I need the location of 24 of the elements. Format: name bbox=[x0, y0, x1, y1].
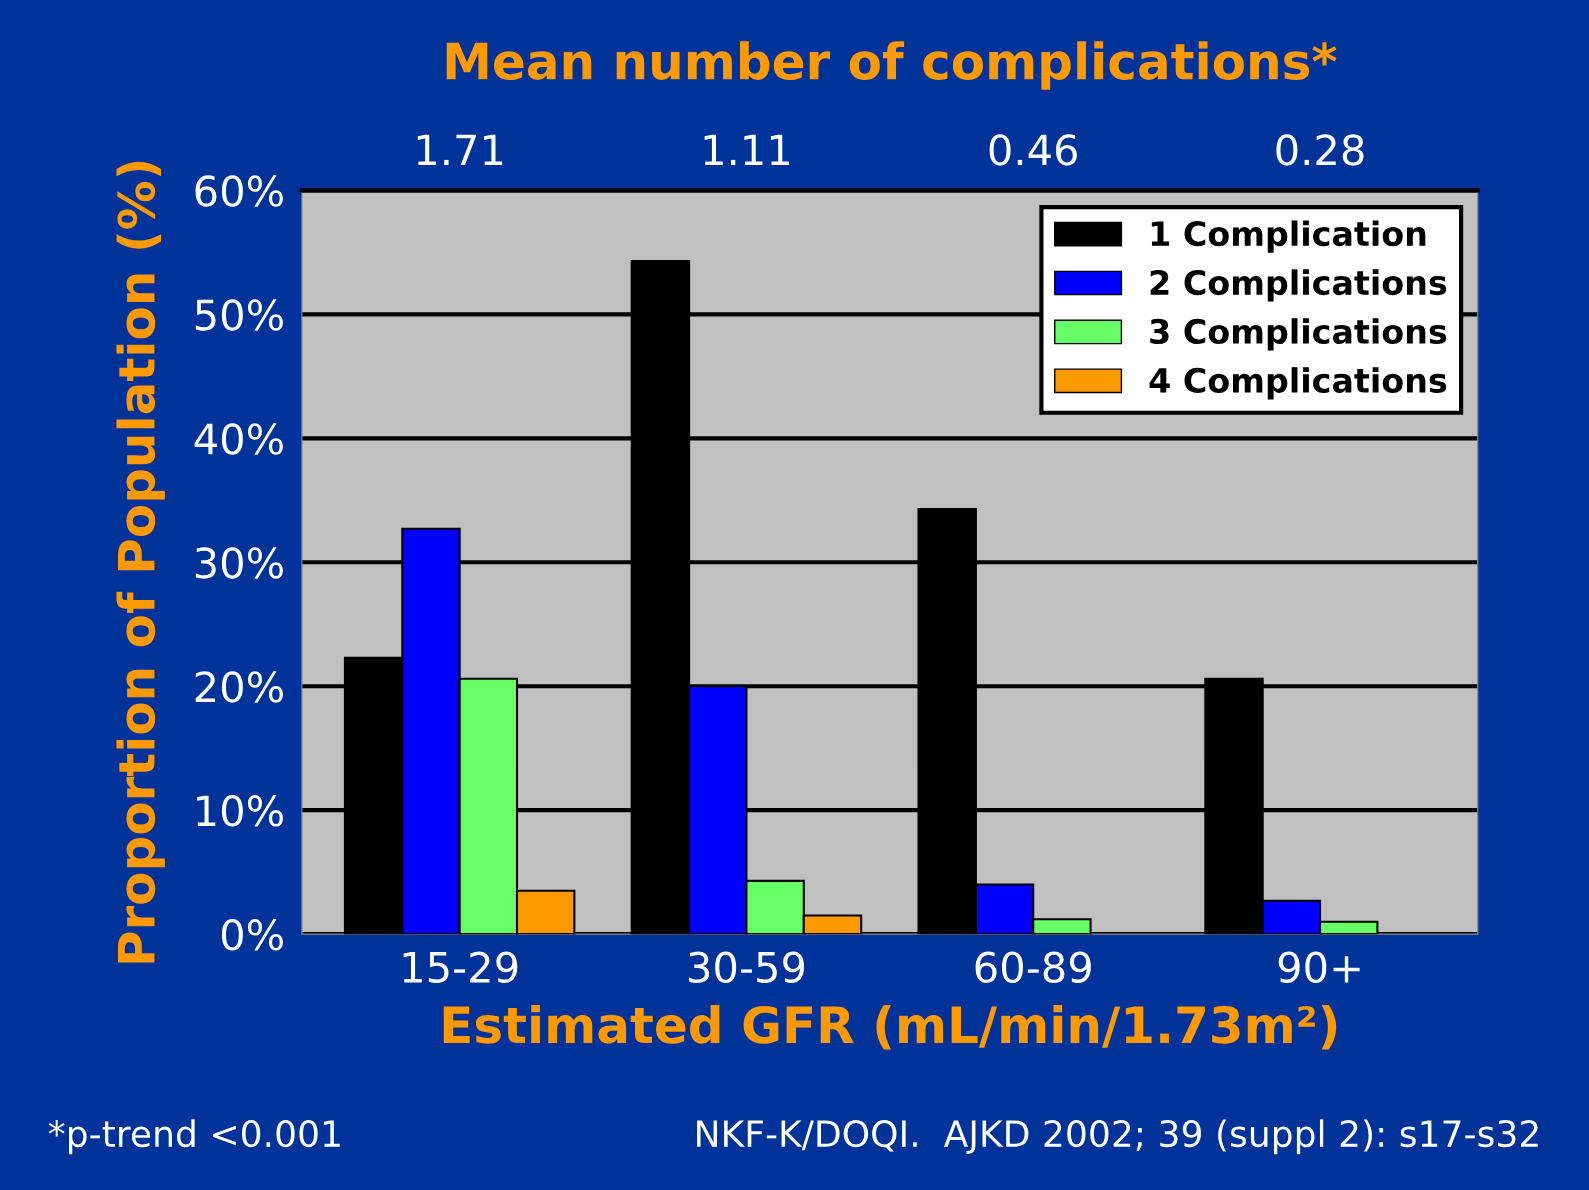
y-tick-label: 0% bbox=[221, 919, 283, 951]
text: *p-trend <0.001 bbox=[48, 1119, 340, 1155]
text: NKF-K/DOQI. AJKD 2002; 39 (suppl 2): s17-s32 bbox=[697, 1119, 1538, 1155]
x-tick-label: 15-29 bbox=[403, 951, 518, 984]
y-tick-label: 60% bbox=[195, 175, 283, 207]
text: 0.28 bbox=[1276, 134, 1364, 166]
y-tick-label: 20% bbox=[195, 671, 283, 703]
legend-label: 2 Complications bbox=[1150, 269, 1447, 302]
y-tick-label: 10% bbox=[197, 795, 283, 827]
y-tick-label: 30% bbox=[195, 547, 283, 579]
legend-label: 3 Complications bbox=[1150, 318, 1447, 351]
y-axis-title: Proportion of Population (%) bbox=[116, 161, 165, 963]
y-tick-label: 50% bbox=[195, 299, 283, 331]
legend-label: 1 Complication bbox=[1151, 220, 1426, 253]
x-axis-title: Estimated GFR (mL/min/1.73m²) bbox=[443, 1005, 1337, 1050]
chart-title: Mean number of complications* bbox=[446, 41, 1337, 90]
text: 1.71 bbox=[417, 134, 503, 166]
text: 1.11 bbox=[704, 134, 789, 166]
legend-label: 4 Complications bbox=[1149, 367, 1447, 400]
x-tick-label: 30-59 bbox=[689, 951, 805, 984]
x-tick-label: 90+ bbox=[1278, 951, 1360, 984]
x-tick-label: 60-89 bbox=[975, 951, 1091, 984]
text: 0.46 bbox=[989, 134, 1077, 166]
y-tick-label: 40% bbox=[194, 423, 283, 455]
